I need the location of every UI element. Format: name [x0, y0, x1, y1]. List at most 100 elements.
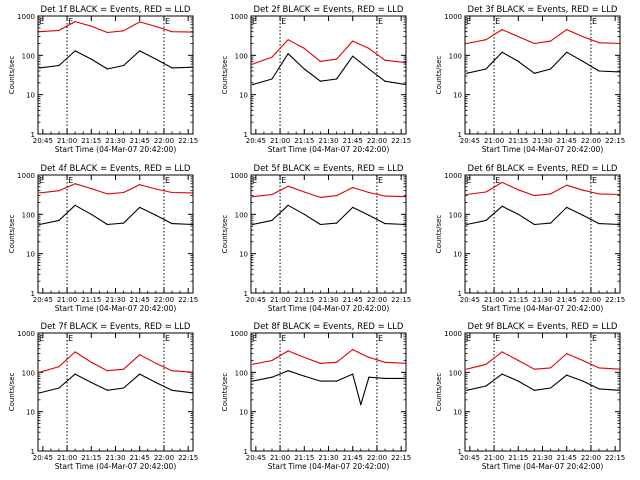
data-point: [368, 191, 370, 194]
data-point: [106, 389, 108, 391]
y-tick-label: 100: [22, 52, 35, 60]
series-line-red: [466, 351, 621, 370]
y-tick-label: 10: [26, 92, 35, 100]
series-line-black: [252, 204, 407, 226]
data-point: [582, 359, 584, 362]
y-tick-label: 10: [453, 92, 462, 100]
x-tick-label: 22:00: [581, 137, 601, 145]
x-tick-label: 21:45: [130, 296, 150, 304]
x-tick-label: 21:45: [130, 454, 150, 462]
data-point: [319, 223, 321, 226]
data-point: [90, 381, 92, 384]
data-point: [566, 374, 568, 376]
y-axis-label: Counts/sec: [221, 373, 229, 412]
x-tick-label: 22:00: [154, 454, 174, 462]
data-point: [287, 185, 289, 187]
data-point: [106, 223, 108, 226]
data-point: [501, 351, 503, 353]
data-point: [352, 348, 354, 351]
event-marker-label: E: [592, 176, 597, 185]
data-point: [287, 53, 289, 55]
x-tick-label: 22:00: [154, 137, 174, 145]
x-tick-label: 21:15: [508, 454, 528, 462]
series-line-red: [252, 348, 407, 365]
data-point: [155, 362, 157, 364]
y-tick-label: 1: [458, 290, 462, 298]
event-marker-label: E: [495, 334, 500, 343]
event-marker-label: E: [165, 334, 170, 343]
y-tick-label: 1: [244, 131, 248, 139]
data-point: [550, 193, 552, 195]
x-tick-label: 20:45: [246, 137, 266, 145]
data-point: [303, 191, 305, 193]
y-tick-label: 1: [31, 290, 35, 298]
y-tick-label: 100: [22, 369, 35, 377]
y-tick-label: 100: [449, 369, 462, 377]
data-point: [106, 68, 108, 70]
y-tick-label: 1000: [17, 330, 35, 338]
data-point: [598, 193, 600, 195]
data-point: [352, 373, 354, 375]
x-tick-label: 22:00: [154, 296, 174, 304]
x-tick-label: 20:45: [246, 296, 266, 304]
plot-frame: [37, 332, 194, 452]
data-point: [303, 68, 305, 70]
data-point: [123, 368, 125, 370]
x-axis-label: Start Time (04-Mar-07 20:42:00): [268, 145, 390, 154]
data-point: [466, 368, 468, 370]
data-point: [501, 29, 503, 31]
x-tick-label: 21:00: [270, 454, 290, 462]
data-point: [485, 219, 487, 221]
data-point: [287, 370, 289, 372]
data-point: [384, 361, 386, 363]
chart-panel-5: Det 5f BLACK = Events, RED = LLD Counts/s…: [221, 164, 411, 313]
data-point: [466, 389, 468, 391]
data-point: [171, 191, 173, 194]
data-point: [39, 192, 41, 194]
y-axis-label: Counts/sec: [8, 56, 16, 95]
x-tick-label: 21:45: [343, 454, 363, 462]
x-tick-label: 20:45: [460, 454, 480, 462]
data-point: [533, 389, 536, 391]
data-point: [517, 213, 519, 215]
chart-panel-1: Det 1f BLACK = Events, RED = LLD Counts/s…: [8, 5, 198, 154]
series-line-black: [39, 373, 194, 394]
data-point: [139, 21, 141, 23]
data-point: [74, 373, 76, 375]
data-point: [39, 392, 41, 394]
event-marker-label: E: [378, 17, 383, 26]
x-axis-label: Start Time (04-Mar-07 20:42:00): [55, 145, 177, 154]
data-point: [368, 376, 370, 378]
x-tick-label: 21:00: [484, 296, 504, 304]
series-line-black: [39, 50, 194, 70]
chart-panel-9: Det 9f BLACK = Events, RED = LLD Counts/s…: [435, 322, 625, 471]
x-tick-label: 22:15: [605, 137, 625, 145]
data-point: [106, 370, 108, 372]
data-point: [74, 204, 76, 206]
data-point: [303, 356, 305, 358]
data-point: [533, 195, 536, 197]
data-point: [155, 381, 157, 384]
y-tick-label: 1: [244, 448, 248, 456]
series-line-red: [39, 351, 194, 373]
x-tick-label: 21:00: [484, 137, 504, 145]
event-marker-label-start: E: [39, 176, 44, 185]
data-point: [58, 29, 60, 31]
data-point: [58, 387, 60, 389]
event-marker-label-start: E: [466, 17, 471, 26]
data-point: [252, 84, 254, 86]
data-point: [58, 366, 60, 368]
data-point: [271, 56, 273, 58]
data-point: [384, 377, 386, 379]
event-marker-label-start: E: [252, 176, 257, 185]
x-tick-label: 22:15: [178, 137, 198, 145]
y-tick-label: 1: [31, 448, 35, 456]
x-tick-label: 21:15: [294, 454, 314, 462]
y-tick-label: 10: [239, 251, 248, 259]
y-tick-label: 1000: [230, 330, 248, 338]
event-marker-label: E: [281, 17, 286, 26]
x-tick-label: 21:30: [318, 137, 338, 145]
x-tick-label: 20:45: [246, 454, 266, 462]
y-axis-label: Counts/sec: [221, 56, 229, 95]
data-point: [287, 204, 289, 206]
